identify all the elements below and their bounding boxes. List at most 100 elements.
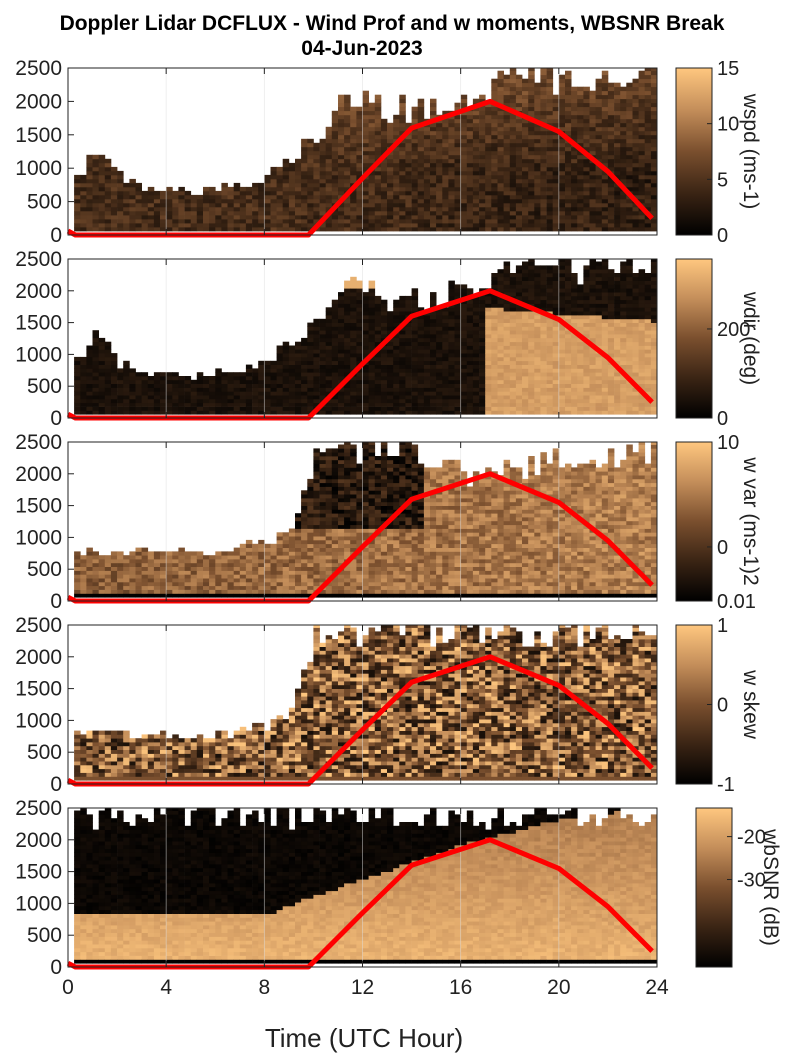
heatmap-cell xyxy=(362,307,369,312)
heatmap-cell xyxy=(301,372,308,377)
heatmap-cell xyxy=(650,261,658,266)
heatmap-cell xyxy=(129,190,136,196)
heatmap-cell xyxy=(331,395,339,400)
heatmap-cell xyxy=(362,383,369,388)
heatmap-cell xyxy=(558,94,566,100)
heatmap-cell xyxy=(583,322,590,327)
heatmap-cell xyxy=(620,198,627,204)
heatmap-cell xyxy=(172,202,179,208)
heatmap-cell xyxy=(534,337,541,343)
heatmap-cell xyxy=(509,402,517,407)
heatmap-cell xyxy=(350,288,357,293)
heatmap-cell xyxy=(288,406,296,411)
heatmap-cell xyxy=(515,402,523,407)
heatmap-cell xyxy=(129,406,136,411)
heatmap-cell xyxy=(546,276,554,281)
heatmap-cell xyxy=(534,280,541,285)
heatmap-cell xyxy=(356,134,363,140)
heatmap-cell xyxy=(583,102,590,108)
heatmap-cell xyxy=(472,356,480,362)
heatmap-cell xyxy=(399,106,406,112)
heatmap-cell xyxy=(632,146,639,152)
heatmap-cell xyxy=(276,364,284,369)
heatmap-cell xyxy=(374,122,382,128)
heatmap-cell xyxy=(98,186,106,192)
heatmap-cell xyxy=(80,398,87,404)
heatmap-cell xyxy=(221,387,228,392)
heatmap-cell xyxy=(515,307,523,312)
heatmap-cell xyxy=(577,178,584,184)
heatmap-cell xyxy=(436,364,443,369)
heatmap-cell xyxy=(540,349,547,354)
heatmap-cell xyxy=(104,349,112,354)
heatmap-cell xyxy=(98,170,106,176)
heatmap-cell xyxy=(374,190,382,196)
heatmap-cell xyxy=(522,162,529,168)
heatmap-cell xyxy=(436,142,443,148)
heatmap-cell xyxy=(571,368,578,373)
heatmap-cell xyxy=(460,349,468,354)
heatmap-cell xyxy=(522,146,529,152)
heatmap-cell xyxy=(233,376,241,381)
heatmap-cell xyxy=(571,303,578,308)
heatmap-cell xyxy=(571,122,578,128)
heatmap-cell xyxy=(184,223,192,228)
heatmap-cell xyxy=(239,215,247,220)
heatmap-cell xyxy=(503,349,511,354)
heatmap-cell xyxy=(466,334,474,339)
heatmap-cell xyxy=(522,98,529,104)
heatmap-cell xyxy=(638,174,646,180)
heatmap-cell xyxy=(515,223,523,228)
heatmap-cell xyxy=(92,158,99,164)
heatmap-cell xyxy=(319,227,327,232)
heatmap-cell xyxy=(325,387,333,392)
heatmap-cell xyxy=(491,138,498,144)
heatmap-cell xyxy=(522,82,529,88)
heatmap-cell xyxy=(454,337,461,343)
heatmap-cell xyxy=(338,372,345,377)
heatmap-cell xyxy=(387,178,394,184)
heatmap-cell xyxy=(356,334,363,339)
heatmap-cell xyxy=(558,341,566,346)
heatmap-cell xyxy=(423,134,431,140)
heatmap-cell xyxy=(110,360,118,365)
heatmap-cell xyxy=(368,178,376,184)
heatmap-cell xyxy=(540,368,547,373)
heatmap-cell xyxy=(540,337,547,343)
heatmap-cell xyxy=(626,322,633,327)
heatmap-cell xyxy=(430,353,437,358)
heatmap-cell xyxy=(338,364,345,369)
heatmap-cell xyxy=(479,315,486,320)
heatmap-cell xyxy=(638,70,646,76)
heatmap-cell xyxy=(454,318,461,323)
heatmap-cell xyxy=(485,395,492,400)
heatmap-cell xyxy=(411,146,419,152)
heatmap-cell xyxy=(178,406,185,411)
heatmap-cell xyxy=(485,182,492,188)
heatmap-cell xyxy=(245,406,253,411)
heatmap-cell xyxy=(644,74,652,80)
heatmap-cell xyxy=(509,276,517,281)
heatmap-cell xyxy=(620,154,627,160)
heatmap-cell xyxy=(485,118,492,124)
heatmap-cell xyxy=(632,364,639,369)
heatmap-cell xyxy=(540,265,547,270)
heatmap-cell xyxy=(454,376,461,381)
heatmap-cell xyxy=(307,138,314,144)
heatmap-cell xyxy=(503,78,511,84)
heatmap-cell xyxy=(417,349,425,354)
heatmap-cell xyxy=(485,295,492,301)
heatmap-cell xyxy=(503,326,511,331)
heatmap-cell xyxy=(362,202,369,208)
heatmap-cell xyxy=(589,146,596,152)
heatmap-cell xyxy=(472,194,480,200)
heatmap-cell xyxy=(405,383,412,388)
heatmap-cell xyxy=(350,190,357,196)
heatmap-cell xyxy=(362,126,369,132)
heatmap-cell xyxy=(589,402,596,407)
heatmap-cell xyxy=(319,337,327,343)
heatmap-cell xyxy=(472,295,480,301)
heatmap-cell xyxy=(233,182,241,188)
heatmap-cell xyxy=(522,211,529,216)
heatmap-cell xyxy=(374,198,382,204)
